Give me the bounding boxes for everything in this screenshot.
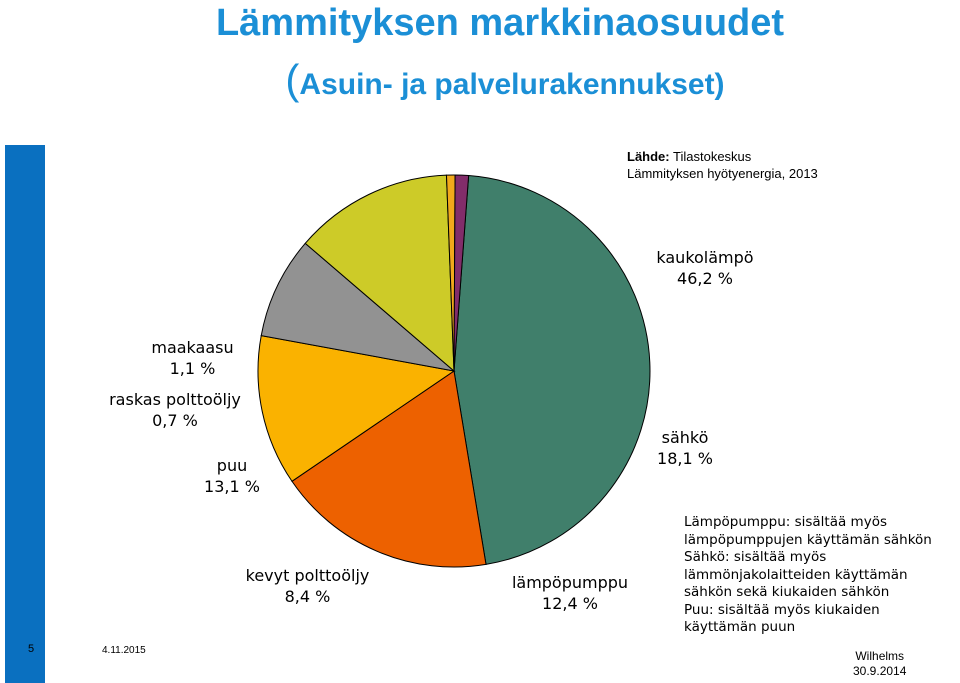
slice-name-maakaasu: maakaasu xyxy=(151,338,234,357)
slide-date: 4.11.2015 xyxy=(102,645,146,656)
pie-slice-4 xyxy=(304,174,455,373)
slice-label-lampopumppu: lämpöpumppu 12,4 % xyxy=(495,572,645,614)
note-line: lämmönjakolaitteiden käyttämän xyxy=(684,566,908,583)
slice-label-kaukolampo: kaukolämpö 46,2 % xyxy=(640,247,770,289)
note-line: Lämpöpumppu: sisältää myös xyxy=(684,514,887,530)
slice-value-kaukolampo: 46,2 % xyxy=(677,269,733,288)
source-value: Tilastokeskus xyxy=(673,149,752,164)
slice-name-sahko: sähkö xyxy=(661,428,709,447)
notes-block: Lämpöpumppu: sisältää myös lämpöpumppuje… xyxy=(684,514,960,637)
slice-value-puu: 13,1 % xyxy=(204,477,260,496)
side-accent-bar xyxy=(5,145,45,683)
pie-slice-3 xyxy=(260,242,456,372)
source-label: Lähde: xyxy=(627,149,670,164)
slice-name-raskas-polttooljy: raskas polttoöljy xyxy=(109,390,241,409)
source-note: Lähde: Tilastokeskus Lämmityksen hyötyen… xyxy=(627,148,818,182)
note-line: sähkön sekä kiukaiden sähkön xyxy=(684,584,890,600)
slice-label-raskas-polttooljy: raskas polttoöljy 0,7 % xyxy=(100,389,250,431)
note-line: Sähkö: sisältää myös xyxy=(684,549,827,565)
slice-value-lampopumppu: 12,4 % xyxy=(542,594,598,613)
note-line: Puu: sisältää myös kiukaiden xyxy=(684,601,880,618)
page-title: Lämmityksen markkinaosuudet xyxy=(215,2,785,44)
author-name: Wilhelms xyxy=(855,649,905,663)
slide-number: 5 xyxy=(28,643,35,655)
slice-value-sahko: 18,1 % xyxy=(657,449,713,468)
slice-value-maakaasu: 1,1 % xyxy=(169,359,216,378)
subtitle-paren: ( xyxy=(285,56,300,103)
slice-value-kevyt-polttooljy: 8,4 % xyxy=(284,587,331,606)
slice-name-kaukolampo: kaukolämpö xyxy=(656,248,754,267)
note-line: lämpöpumppujen käyttämän sähkön xyxy=(684,531,932,548)
slice-name-kevyt-polttooljy: kevyt polttoöljy xyxy=(245,566,370,585)
slice-label-maakaasu: maakaasu 1,1 % xyxy=(140,337,245,379)
slice-label-sahko: sähkö 18,1 % xyxy=(645,427,725,469)
author-date: 30.9.2014 xyxy=(853,664,907,678)
source-line2: Lämmityksen hyötyenergia, 2013 xyxy=(627,166,818,181)
pie-slice-0 xyxy=(453,175,651,565)
slice-label-kevyt-polttooljy: kevyt polttoöljy 8,4 % xyxy=(230,565,385,607)
pie-slice-6 xyxy=(453,174,470,372)
slice-name-lampopumppu: lämpöpumppu xyxy=(511,573,629,592)
pie-slice-2 xyxy=(257,335,456,482)
subtitle-text: Asuin- ja palvelurakennukset) xyxy=(299,68,725,101)
author-credit: Wilhelms 30.9.2014 xyxy=(853,649,906,679)
note-line: käyttämän puun xyxy=(684,619,796,635)
slice-value-raskas-polttooljy: 0,7 % xyxy=(152,411,198,430)
slice-label-puu: puu 13,1 % xyxy=(197,455,267,497)
slice-name-puu: puu xyxy=(216,456,248,475)
page-subtitle: (Asuin- ja palvelurakennukset) xyxy=(0,56,960,104)
pie-slice-1 xyxy=(291,370,487,568)
